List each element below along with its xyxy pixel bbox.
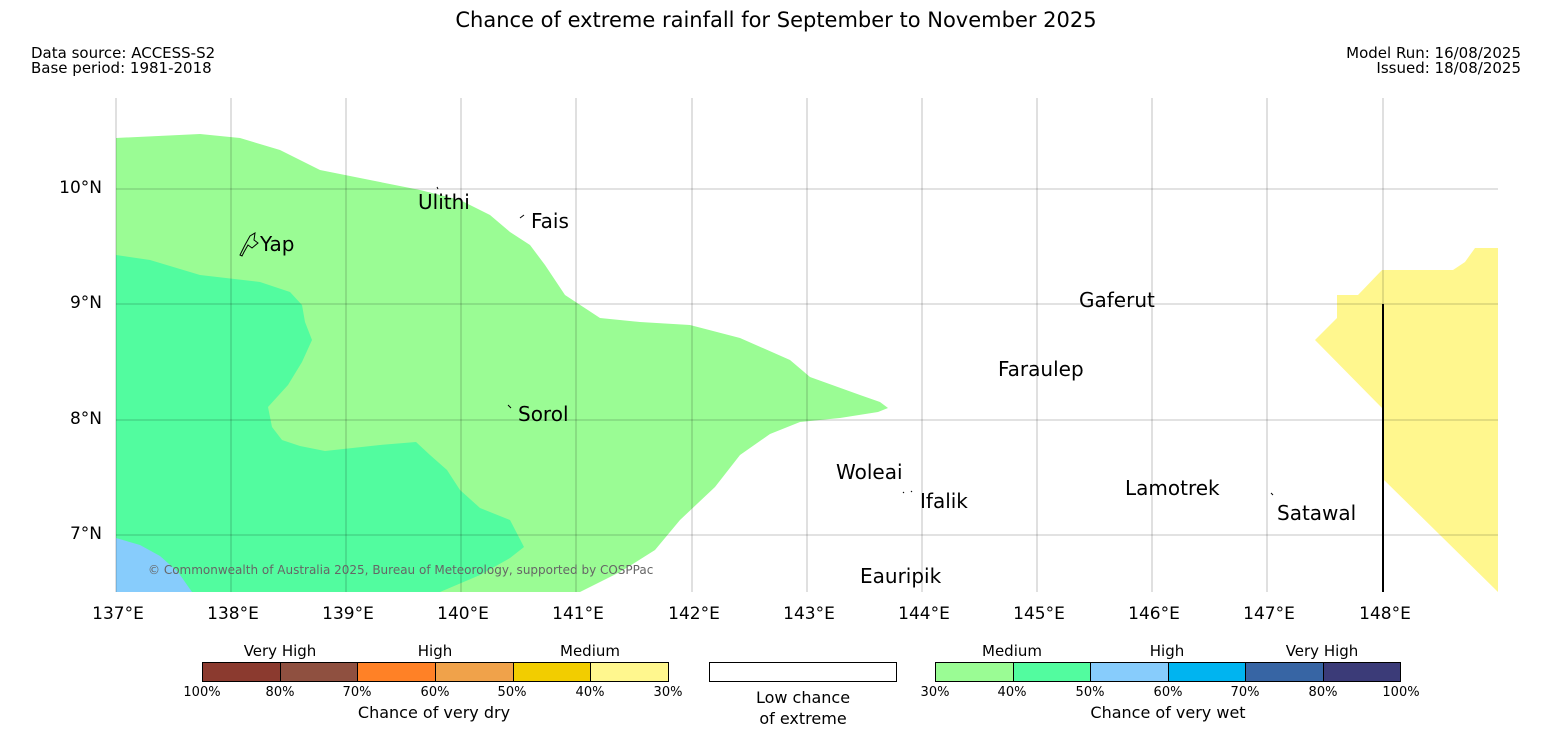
legend-dry-category-medium: Medium	[560, 642, 620, 660]
lat-tick-10n: 10°N	[59, 178, 102, 198]
wet-medium-40-50-region	[116, 255, 524, 592]
lon-tick-145e: 145°E	[1013, 604, 1065, 624]
base-period: Base period: 1981-2018	[31, 59, 212, 77]
lon-tick-137e: 137°E	[92, 604, 144, 624]
legend-dry-swatch	[513, 663, 592, 681]
legend-low-chance-title-line2: of extreme	[759, 709, 847, 728]
lon-tick-140e: 140°E	[437, 604, 489, 624]
place-label-lamotrek: Lamotrek	[1125, 476, 1220, 500]
satawal-island-outline	[1270, 492, 1274, 496]
lat-tick-9n: 9°N	[69, 293, 102, 313]
legend-wet-swatch	[1168, 663, 1246, 681]
legend-wet-tick: 50%	[1075, 685, 1105, 700]
legend-dry-tick: 70%	[342, 685, 372, 700]
lon-tick-138e: 138°E	[207, 604, 259, 624]
legend-wet-swatch	[1323, 663, 1400, 681]
legend-dry-tick: 40%	[575, 685, 605, 700]
place-label-ifalik: Ifalik	[920, 489, 968, 513]
lon-tick-146e: 146°E	[1128, 604, 1180, 624]
wet-high-50-60-region	[116, 538, 192, 592]
sorol-island-outline	[507, 404, 512, 409]
lon-tick-141e: 141°E	[552, 604, 604, 624]
legend-dry-category-very-high: Very High	[243, 642, 317, 660]
legend-wet-tick: 80%	[1308, 685, 1338, 700]
legend-dry-swatch	[280, 663, 359, 681]
legend-dry-tick: 60%	[420, 685, 450, 700]
data-source: Data source: ACCESS-S2	[31, 44, 216, 62]
run-info: Model Run: 16/08/2025 Issued: 18/08/2025	[1346, 46, 1521, 76]
place-label-woleai: Woleai	[836, 460, 903, 484]
lon-tick-139e: 139°E	[322, 604, 374, 624]
legend-wet-category-medium: Medium	[982, 642, 1042, 660]
lon-tick-142e: 142°E	[668, 604, 720, 624]
legend-dry-swatch	[203, 663, 281, 681]
map-title: Chance of extreme rainfall for September…	[455, 8, 1097, 32]
legend-low-chance-swatch	[709, 662, 897, 682]
legend-wet-tick: 70%	[1230, 685, 1260, 700]
yap-island-outline	[239, 232, 259, 257]
model-run: Model Run: 16/08/2025	[1346, 44, 1521, 62]
legend-dry-title: Chance of very dry	[357, 703, 511, 722]
lon-tick-148e: 148°E	[1359, 604, 1411, 624]
legend-dry-swatch	[358, 663, 437, 681]
lon-tick-143e: 143°E	[783, 604, 835, 624]
legend-dry-tick: 30%	[653, 685, 683, 700]
island-outlines	[239, 186, 1274, 496]
legend-wet-colorbar	[935, 662, 1401, 682]
data-source-info: Data source: ACCESS-S2 Base period: 1981…	[31, 46, 215, 76]
fais-island-outline	[519, 214, 525, 219]
legend-wet-swatch	[1091, 663, 1169, 681]
legend-wet-tick: 30%	[920, 685, 950, 700]
legend-low-chance-title-line1: Low chance	[755, 688, 851, 707]
legend-dry-swatch	[436, 663, 514, 681]
legend-wet-tick: 100%	[1382, 685, 1420, 700]
issued-date: Issued: 18/08/2025	[1376, 59, 1521, 77]
place-label-faraulep: Faraulep	[998, 357, 1084, 381]
legend-dry-tick: 100%	[183, 685, 221, 700]
legend-dry-category-high: High	[417, 642, 453, 660]
legend-dry-tick: 50%	[497, 685, 527, 700]
place-label-sorol: Sorol	[518, 402, 569, 426]
place-label-fais: Fais	[531, 209, 569, 233]
legend-dry-swatch	[591, 663, 669, 681]
legend-dry-tick: 80%	[265, 685, 295, 700]
dry-medium-30-40-region	[1315, 248, 1498, 592]
place-label-ulithi: Ulithi	[418, 190, 470, 214]
place-label-gaferut: Gaferut	[1079, 288, 1155, 312]
legend-wet-category-high: High	[1149, 642, 1185, 660]
lon-tick-144e: 144°E	[898, 604, 950, 624]
legend-wet-category-very-high: Very High	[1285, 642, 1359, 660]
lat-tick-8n: 8°N	[69, 409, 102, 429]
legend-wet-tick: 40%	[997, 685, 1027, 700]
lon-tick-147e: 147°E	[1243, 604, 1295, 624]
legend-wet-tick: 60%	[1153, 685, 1183, 700]
ifalik-island-outline	[902, 490, 913, 494]
legend-wet-title: Chance of very wet	[1090, 703, 1246, 722]
legend-wet-swatch	[1246, 663, 1324, 681]
lat-tick-7n: 7°N	[69, 524, 102, 544]
place-label-eauripik: Eauripik	[860, 564, 942, 588]
place-label-satawal: Satawal	[1277, 501, 1357, 525]
legend-dry-colorbar	[202, 662, 669, 682]
legend-wet-swatch	[1013, 663, 1091, 681]
legend-wet-swatch	[936, 663, 1014, 681]
place-label-yap: Yap	[260, 232, 295, 256]
copyright-notice: © Commonwealth of Australia 2025, Bureau…	[148, 563, 654, 577]
ulithi-island-outline	[436, 186, 439, 190]
